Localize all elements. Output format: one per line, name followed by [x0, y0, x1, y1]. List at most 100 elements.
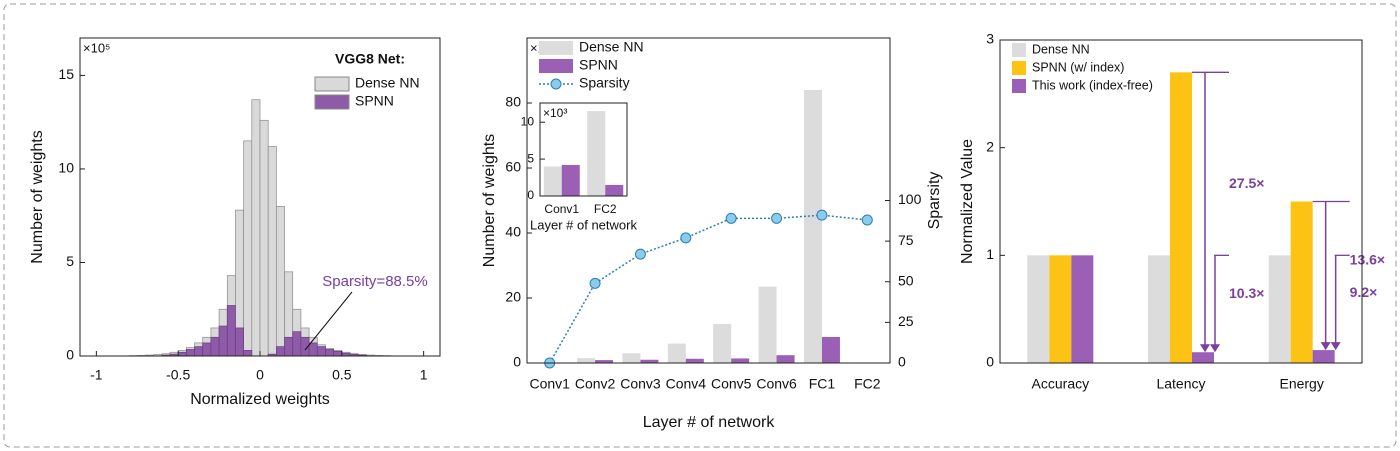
y-tick-label: 0	[513, 354, 521, 370]
line-marker	[680, 232, 692, 244]
x-tick-label: Conv6	[756, 376, 797, 392]
y-tick-label: 80	[505, 94, 521, 110]
histogram-bar	[308, 342, 318, 357]
y-tick-label: 0	[527, 188, 534, 202]
arrow-head	[1320, 342, 1331, 351]
y-axis-label: Normalized Value	[959, 139, 976, 264]
histogram-bar	[226, 305, 236, 357]
histogram-bar	[316, 346, 326, 357]
bar	[803, 90, 822, 363]
x-tick-label: -0.5	[166, 367, 190, 383]
histogram-bar	[177, 351, 187, 357]
legend-label: Dense NN	[1032, 42, 1090, 56]
histogram-bar	[292, 331, 302, 357]
plot-frame	[539, 102, 628, 197]
line-marker	[771, 212, 783, 224]
bar	[561, 165, 580, 196]
x-tick-label: 0	[256, 367, 264, 383]
arrow-head	[1200, 344, 1210, 353]
bar	[1049, 255, 1072, 363]
x-tick-label: 1	[420, 367, 428, 383]
histogram-bar	[194, 346, 204, 357]
histogram-bar	[218, 325, 228, 357]
y-tick-label: 0	[986, 354, 994, 370]
line-marker	[816, 209, 828, 221]
annotation: Sparsity=88.5%	[322, 273, 427, 290]
legend-marker	[550, 78, 562, 90]
x-tick-label: Conv1	[529, 376, 570, 392]
bar	[776, 355, 795, 363]
x-tick-label: Conv1	[544, 202, 579, 216]
x-tick-label: FC1	[809, 376, 836, 392]
legend-swatch	[539, 41, 573, 55]
bar	[713, 324, 732, 363]
bar	[587, 111, 606, 196]
bar	[622, 353, 641, 363]
y2-tick-label: 25	[898, 313, 914, 329]
x-axis-label: Normalized weights	[190, 391, 330, 408]
y-tick-label: 20	[505, 289, 521, 305]
plot-frame	[79, 37, 441, 357]
x-tick-label: Latency	[1156, 376, 1205, 392]
line	[549, 214, 868, 364]
bar	[821, 337, 840, 363]
arrow-head	[1330, 342, 1341, 351]
annotation: 9.2×	[1350, 284, 1378, 300]
y-tick-label: 3	[986, 31, 994, 47]
y2-tick-label: 0	[898, 354, 906, 370]
y-tick-label: 60	[505, 159, 521, 175]
legend-swatch	[1012, 79, 1026, 93]
y-tick-label: 0	[66, 347, 74, 363]
bar	[1027, 255, 1050, 363]
x-tick-label: Energy	[1279, 376, 1323, 392]
y-tick-label: 5	[66, 253, 74, 269]
legend-swatch	[1012, 61, 1026, 75]
legend-label: Sparsity	[579, 75, 630, 91]
histogram-bar	[259, 119, 269, 357]
x-tick-label: Conv3	[620, 376, 661, 392]
histogram-bar	[251, 99, 261, 357]
histogram-bar	[284, 336, 294, 357]
legend-label: Dense NN	[355, 75, 420, 91]
y2-axis-label: Sparsity	[926, 172, 943, 230]
legend-label: SPNN (w/ index)	[1032, 60, 1124, 74]
histogram-bar	[333, 350, 343, 357]
bar	[1148, 255, 1170, 363]
y-axis-label: Number of weights	[29, 130, 46, 263]
y-tick-label: 2	[986, 138, 994, 154]
y2-tick-label: 75	[898, 232, 914, 248]
histogram-bar	[243, 140, 253, 357]
plot-frame	[999, 39, 1363, 364]
histogram-bar	[267, 146, 277, 357]
bar	[731, 358, 750, 363]
annotation: 10.3×	[1229, 285, 1264, 301]
line-marker	[589, 277, 601, 289]
annotation-pointer	[304, 291, 353, 351]
line-marker	[861, 214, 873, 226]
bar	[1170, 72, 1192, 364]
annotation: 13.6×	[1350, 252, 1385, 268]
y-tick-label: 5	[527, 151, 534, 165]
x-axis-label: Layer # of network	[643, 414, 776, 431]
histogram-bar	[325, 349, 334, 357]
legend-label: SPNN	[355, 93, 394, 109]
y2-tick-label: 100	[898, 191, 922, 207]
legend-swatch	[1012, 43, 1026, 57]
x-tick-label: 0.5	[332, 367, 352, 383]
bar	[1268, 255, 1291, 363]
histogram-bar	[276, 206, 285, 357]
annotation: 27.5×	[1229, 175, 1264, 191]
y-axis-label: Number of weights	[481, 134, 498, 267]
bar	[1192, 352, 1214, 363]
bar	[640, 359, 659, 363]
bar	[667, 343, 686, 363]
x-tick-label: Accuracy	[1032, 376, 1090, 392]
y-tick-label: 10	[58, 160, 74, 176]
axis-multiplier: ×10⁵	[83, 40, 110, 55]
bar	[605, 184, 624, 196]
histogram-bar	[202, 342, 212, 357]
x-tick-label: FC2	[594, 202, 617, 216]
bar	[543, 166, 562, 196]
histogram-bar	[210, 336, 220, 357]
